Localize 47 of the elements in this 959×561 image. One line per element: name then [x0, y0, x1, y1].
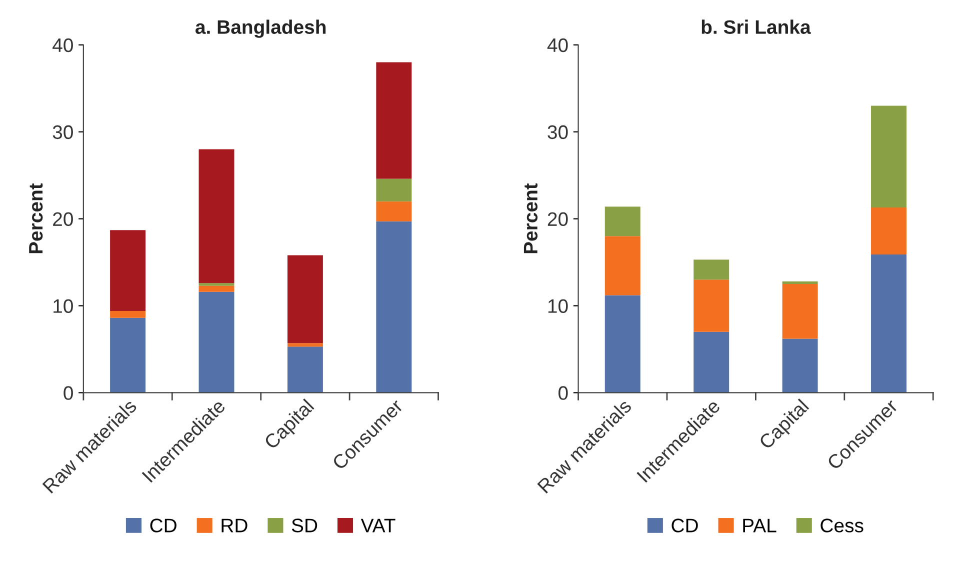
- bar: [198, 149, 234, 284]
- y-tick-label: 10: [548, 299, 568, 313]
- legend-label: CD: [672, 518, 698, 532]
- bar: [604, 206, 640, 236]
- y-tick-label: 0: [64, 386, 73, 400]
- legend-label: SD: [292, 518, 318, 532]
- bar: [782, 281, 818, 284]
- y-tick-label: 30: [52, 125, 73, 140]
- legend-label: PAL: [743, 518, 776, 532]
- y-tick-label: 0: [558, 386, 568, 400]
- y-tick-label: 20: [548, 212, 568, 226]
- bar: [604, 236, 640, 296]
- bar: [604, 295, 640, 393]
- chart-title: a. Bangladesh: [196, 20, 326, 38]
- bar: [376, 201, 412, 222]
- bar: [871, 106, 906, 208]
- chart-title: b. Sri Lanka: [702, 20, 811, 34]
- bar: [782, 338, 818, 393]
- y-tick-label: 20: [53, 212, 73, 226]
- y-tick-label: 30: [548, 125, 568, 140]
- bar: [287, 255, 323, 344]
- legend-label: VAT: [360, 518, 396, 532]
- bar: [287, 343, 323, 347]
- legend-label: CD: [150, 518, 176, 532]
- bar: [694, 260, 730, 280]
- bar: [287, 346, 323, 393]
- y-axis-title: Percent: [524, 183, 538, 254]
- bar: [871, 254, 906, 393]
- bar: [376, 178, 412, 202]
- bar: [376, 221, 412, 393]
- bar: [110, 310, 146, 318]
- bar: [110, 318, 146, 393]
- bar: [198, 286, 234, 292]
- legend-label: RD: [222, 518, 248, 532]
- bar: [694, 280, 730, 332]
- bar: [694, 332, 730, 393]
- bar: [782, 284, 818, 339]
- y-axis-title: Percent: [29, 183, 43, 254]
- y-tick-label: 40: [547, 38, 568, 52]
- bar: [198, 283, 234, 286]
- y-tick-label: 40: [52, 38, 73, 52]
- legend-label: Cess: [820, 518, 864, 532]
- bar: [110, 230, 146, 311]
- y-tick-label: 10: [54, 299, 73, 313]
- bar: [871, 207, 906, 254]
- bar: [376, 62, 412, 179]
- bar: [198, 292, 234, 393]
